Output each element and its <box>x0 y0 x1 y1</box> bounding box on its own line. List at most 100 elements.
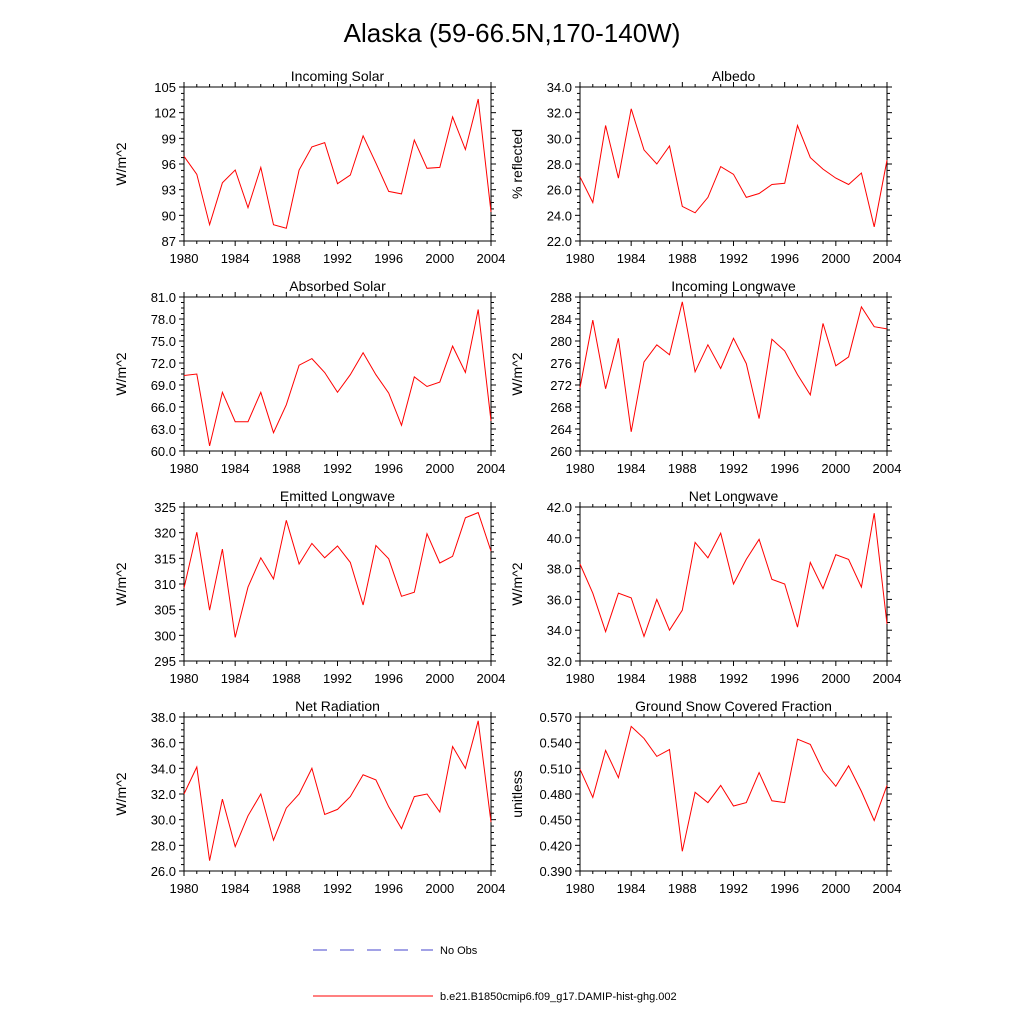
y-tick-label: 24.0 <box>547 208 572 223</box>
y-tick-label: 26.0 <box>151 864 176 879</box>
y-tick-label: 38.0 <box>547 562 572 577</box>
y-tick-label: 32.0 <box>151 787 176 802</box>
plot-frame <box>579 296 888 452</box>
y-tick-label: 280 <box>550 334 572 349</box>
y-tick-label: 0.480 <box>539 787 572 802</box>
figure-title: Alaska (59-66.5N,170-140W) <box>344 18 681 48</box>
y-tick-label: 34.0 <box>547 80 572 95</box>
y-tick-label: 75.0 <box>151 334 176 349</box>
y-tick-label: 38.0 <box>151 710 176 725</box>
x-tick-label: 2000 <box>821 251 850 266</box>
y-axis-label: W/m^2 <box>113 142 129 185</box>
x-tick-label: 2000 <box>425 251 454 266</box>
x-tick-label: 2004 <box>477 671 506 686</box>
y-tick-label: 32.0 <box>547 106 572 121</box>
x-tick-label: 1992 <box>323 251 352 266</box>
panel-emitted-longwave: 295 300 305 310 315 320 325 1980 1984 1988 1992 199… <box>113 488 505 686</box>
y-tick-label: 40.0 <box>547 531 572 546</box>
x-tick-label: 1980 <box>170 671 199 686</box>
panel-grid: 87 90 93 96 99 102 105 1980 1984 1988 1992 1996 2000… <box>113 68 901 896</box>
x-tick-label: 1980 <box>566 461 595 476</box>
y-axis-label: unitless <box>509 770 525 817</box>
y-tick-label: 284 <box>550 312 572 327</box>
y-tick-label: 0.420 <box>539 838 572 853</box>
y-tick-label: 42.0 <box>547 500 572 515</box>
x-tick-label: 2000 <box>425 461 454 476</box>
panel-title: Albedo <box>712 68 756 84</box>
series-line-model <box>183 511 492 638</box>
x-tick-label: 2000 <box>821 671 850 686</box>
x-tick-label: 1996 <box>374 881 403 896</box>
y-tick-label: 320 <box>154 526 176 541</box>
y-tick-label: 300 <box>154 628 176 643</box>
x-tick-label: 1988 <box>668 251 697 266</box>
x-tick-label: 1984 <box>221 671 250 686</box>
y-axis-label: W/m^2 <box>113 772 129 815</box>
x-tick-label: 1992 <box>323 671 352 686</box>
x-tick-label: 2000 <box>821 461 850 476</box>
panel-absorbed-solar: 60.0 63.0 66.0 69.0 72.0 75.0 78.0 81.0 1980 1984… <box>113 278 505 476</box>
y-tick-label: 28.0 <box>547 157 572 172</box>
x-tick-label: 1984 <box>617 251 646 266</box>
y-tick-label: 36.0 <box>151 736 176 751</box>
x-tick-label: 1984 <box>221 461 250 476</box>
x-tick-label: 1996 <box>770 671 799 686</box>
y-tick-label: 60.0 <box>151 444 176 459</box>
y-tick-label: 93 <box>162 183 176 198</box>
panel-albedo: 22.0 24.0 26.0 28.0 30.0 32.0 34.0 1980 1984 1988… <box>509 68 901 266</box>
y-tick-label: 272 <box>550 378 572 393</box>
y-tick-label: 0.390 <box>539 864 572 879</box>
y-axis-label: W/m^2 <box>509 352 525 395</box>
x-tick-label: 2004 <box>873 671 902 686</box>
y-tick-label: 0.510 <box>539 761 572 776</box>
series-line-model <box>579 513 888 638</box>
x-tick-label: 2004 <box>477 461 506 476</box>
x-tick-label: 2004 <box>873 461 902 476</box>
x-tick-label: 1996 <box>770 251 799 266</box>
x-tick-label: 2000 <box>425 671 454 686</box>
x-tick-label: 1996 <box>374 461 403 476</box>
x-tick-label: 1988 <box>668 671 697 686</box>
y-tick-label: 0.540 <box>539 736 572 751</box>
plot-frame <box>579 86 888 242</box>
series-line-model <box>579 725 888 852</box>
y-tick-label: 87 <box>162 234 176 249</box>
x-tick-label: 1988 <box>668 461 697 476</box>
y-tick-label: 325 <box>154 500 176 515</box>
y-axis-label: % reflected <box>509 129 525 199</box>
x-tick-label: 1988 <box>272 671 301 686</box>
panel-title: Emitted Longwave <box>280 488 395 504</box>
plot-frame <box>183 86 492 242</box>
y-tick-label: 260 <box>550 444 572 459</box>
x-tick-label: 2004 <box>873 251 902 266</box>
y-tick-label: 310 <box>154 577 176 592</box>
y-tick-label: 0.570 <box>539 710 572 725</box>
y-tick-label: 90 <box>162 208 176 223</box>
y-tick-label: 295 <box>154 654 176 669</box>
y-tick-label: 28.0 <box>151 838 176 853</box>
x-tick-label: 1992 <box>719 881 748 896</box>
x-tick-label: 1996 <box>374 251 403 266</box>
x-tick-label: 1980 <box>566 251 595 266</box>
x-tick-label: 1980 <box>170 251 199 266</box>
y-tick-label: 32.0 <box>547 654 572 669</box>
x-tick-label: 1996 <box>770 881 799 896</box>
y-tick-label: 315 <box>154 551 176 566</box>
y-tick-label: 0.450 <box>539 813 572 828</box>
series-line-model <box>579 301 888 432</box>
y-axis-label: W/m^2 <box>113 562 129 605</box>
x-tick-label: 1980 <box>566 881 595 896</box>
x-tick-label: 2000 <box>821 881 850 896</box>
panel-title: Ground Snow Covered Fraction <box>635 698 832 714</box>
y-tick-label: 26.0 <box>547 183 572 198</box>
y-tick-label: 268 <box>550 400 572 415</box>
y-tick-label: 105 <box>154 80 176 95</box>
x-tick-label: 1996 <box>770 461 799 476</box>
legend-label-no-obs: No Obs <box>440 945 478 957</box>
y-tick-label: 34.0 <box>151 761 176 776</box>
x-tick-label: 1992 <box>323 461 352 476</box>
y-tick-label: 63.0 <box>151 422 176 437</box>
series-line-model <box>183 309 492 447</box>
x-tick-label: 1992 <box>719 461 748 476</box>
